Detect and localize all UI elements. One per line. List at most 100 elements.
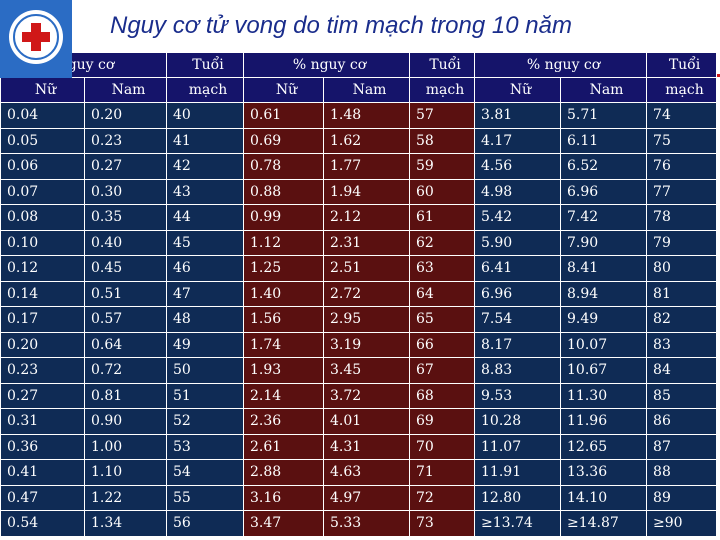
table-row: 0.05 0.23 41 0.69 1.62 58 4.17 6.11 75	[0, 127, 718, 154]
header-age-label-3: Tuổi	[646, 52, 718, 78]
table-cell: 11.96	[560, 408, 648, 435]
table-cell: 8.17	[474, 331, 562, 358]
table-cell: ≥14.87	[560, 510, 648, 537]
table-cell: 60	[409, 178, 476, 205]
table-cell: 83	[646, 331, 718, 358]
table-cell: 1.40	[243, 280, 324, 307]
table-cell: 0.64	[84, 331, 167, 358]
table-cell: 1.00	[84, 433, 167, 460]
table-cell: 7.42	[560, 204, 648, 231]
table-cell: 7.54	[474, 306, 562, 333]
table-cell: 0.12	[0, 255, 85, 282]
table-cell: 3.81	[474, 102, 562, 129]
table-cell: 66	[409, 331, 476, 358]
table-cell: 88	[646, 459, 718, 486]
table-cell: 10.67	[560, 357, 648, 384]
table-row: 0.17 0.57 48 1.56 2.95 65 7.54 9.49 82	[0, 306, 718, 333]
table-cell: 0.17	[0, 306, 85, 333]
table-cell: 57	[409, 102, 476, 129]
table-cell: 11.30	[560, 382, 648, 409]
table-cell: 6.52	[560, 153, 648, 180]
header-female-1: Nữ	[0, 77, 85, 103]
table-cell: 53	[166, 433, 244, 460]
table-cell: 72	[409, 484, 476, 511]
medical-cross-logo-icon	[0, 0, 72, 78]
table-cell: 3.45	[322, 357, 411, 384]
table-cell: 5.42	[474, 204, 562, 231]
table-cell: 1.10	[84, 459, 167, 486]
table-cell: 10.28	[474, 408, 562, 435]
table-cell: 3.16	[243, 484, 324, 511]
table-cell: 8.41	[560, 255, 648, 282]
table-cell: 2.12	[322, 204, 411, 231]
table-cell: 87	[646, 433, 718, 460]
table-cell: 80	[646, 255, 718, 282]
header-vascular-age-1: mạch	[166, 77, 244, 103]
table-cell: 42	[166, 153, 244, 180]
table-cell: 1.56	[243, 306, 324, 333]
table-cell: 0.57	[84, 306, 167, 333]
table-cell: ≥13.74	[474, 510, 562, 537]
table-cell: 12.65	[560, 433, 648, 460]
table-cell: 6.96	[474, 280, 562, 307]
table-cell: 10.07	[560, 331, 648, 358]
table-cell: 63	[409, 255, 476, 282]
table-cell: 49	[166, 331, 244, 358]
table-row: 0.14 0.51 47 1.40 2.72 64 6.96 8.94 81	[0, 280, 718, 307]
table-cell: 0.36	[0, 433, 85, 460]
table-cell: 68	[409, 382, 476, 409]
table-cell: 1.77	[322, 153, 411, 180]
table-cell: 2.51	[322, 255, 411, 282]
table-cell: 11.07	[474, 433, 562, 460]
table-cell: 3.47	[243, 510, 324, 537]
table-cell: ≥90	[646, 510, 718, 537]
table-cell: 0.35	[84, 204, 167, 231]
table-cell: 46	[166, 255, 244, 282]
table-cell: 13.36	[560, 459, 648, 486]
table-cell: 9.49	[560, 306, 648, 333]
table-cell: 4.01	[322, 408, 411, 435]
table-cell: 0.30	[84, 178, 167, 205]
table-cell: 0.72	[84, 357, 167, 384]
header-age-label-1: Tuổi	[166, 52, 244, 78]
table-cell: 11.91	[474, 459, 562, 486]
table-cell: 56	[166, 510, 244, 537]
table-cell: 50	[166, 357, 244, 384]
table-cell: 69	[409, 408, 476, 435]
header-age-label-2: Tuổi	[409, 52, 476, 78]
table-cell: 2.72	[322, 280, 411, 307]
table-cell: 48	[166, 306, 244, 333]
table-cell: 14.10	[560, 484, 648, 511]
table-cell: 0.88	[243, 178, 324, 205]
table-cell: 52	[166, 408, 244, 435]
table-cell: 0.40	[84, 229, 167, 256]
table-cell: 4.98	[474, 178, 562, 205]
header-male-3: Nam	[560, 77, 648, 103]
table-cell: 82	[646, 306, 718, 333]
table-cell: 6.41	[474, 255, 562, 282]
table-row: 0.06 0.27 42 0.78 1.77 59 4.56 6.52 76	[0, 153, 718, 180]
table-cell: 0.06	[0, 153, 85, 180]
table-row: 0.04 0.20 40 0.61 1.48 57 3.81 5.71 74	[0, 102, 718, 129]
table-cell: 0.81	[84, 382, 167, 409]
table-cell: 4.56	[474, 153, 562, 180]
table-cell: 0.23	[0, 357, 85, 384]
table-row: 0.20 0.64 49 1.74 3.19 66 8.17 10.07 83	[0, 331, 718, 358]
table-cell: 45	[166, 229, 244, 256]
table-cell: 78	[646, 204, 718, 231]
header-row-1: nguy cơ Tuổi % nguy cơ Tuổi % nguy cơ Tu…	[0, 52, 718, 78]
table-cell: 6.96	[560, 178, 648, 205]
table-cell: 2.31	[322, 229, 411, 256]
table-cell: 41	[166, 127, 244, 154]
header-risk-label-2: % nguy cơ	[242, 52, 411, 78]
table-cell: 0.51	[84, 280, 167, 307]
table-cell: 76	[646, 153, 718, 180]
table-cell: 55	[166, 484, 244, 511]
table-cell: 40	[166, 102, 244, 129]
table-cell: 0.10	[0, 229, 85, 256]
table-cell: 5.71	[560, 102, 648, 129]
table-cell: 0.27	[84, 153, 167, 180]
table-cell: 0.04	[0, 102, 85, 129]
table-cell: 0.07	[0, 178, 85, 205]
table-cell: 5.90	[474, 229, 562, 256]
